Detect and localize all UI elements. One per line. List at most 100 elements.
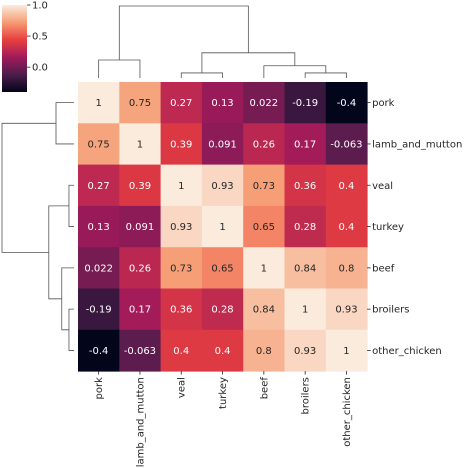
cell-annotation: 1 bbox=[95, 98, 101, 109]
cell-annotation: -0.4 bbox=[89, 346, 109, 357]
cell-annotation: 0.022 bbox=[250, 98, 279, 109]
dendrogram-link bbox=[68, 184, 74, 227]
cell-annotation: 0.8 bbox=[256, 346, 272, 357]
cell-annotation: 0.27 bbox=[170, 98, 192, 109]
cell-annotation: 0.26 bbox=[253, 139, 275, 150]
column-tick-labels: pork lamb_and_mutton veal turkey beef broiler… bbox=[94, 371, 353, 467]
cell-annotation: 0.4 bbox=[215, 346, 231, 357]
heatmap-cell-veal-veal bbox=[160, 164, 203, 207]
cell-annotation: 0.93 bbox=[335, 305, 357, 316]
heatmap-cell-lamb_and_mutton-turkey bbox=[201, 123, 244, 166]
cell-annotation: 1 bbox=[261, 263, 267, 274]
dendrogram-link bbox=[1, 122, 56, 253]
dendrogram-link bbox=[61, 267, 74, 331]
cell-annotation: -0.19 bbox=[292, 98, 318, 109]
heatmap-cell-beef-beef bbox=[243, 247, 285, 289]
heatmap-cell-other_chicken-beef bbox=[243, 329, 285, 372]
heatmap-cell-other_chicken-veal bbox=[160, 329, 203, 372]
dendrogram-link bbox=[180, 72, 223, 78]
heatmap-cell-beef-lamb_and_mutton bbox=[119, 247, 162, 289]
heatmap-cell-beef-broilers bbox=[284, 247, 327, 289]
cell-annotation: 0.73 bbox=[253, 181, 275, 192]
row-label-turkey: turkey bbox=[372, 222, 404, 233]
heatmap-cell-pork-turkey bbox=[201, 82, 244, 124]
heatmap-cell-broilers-veal bbox=[160, 288, 203, 331]
dendrogram-link bbox=[55, 102, 74, 145]
cell-annotation: 1 bbox=[219, 222, 225, 233]
heatmap-cell-beef-pork bbox=[78, 247, 120, 289]
cell-annotation: 0.93 bbox=[170, 222, 192, 233]
cell-annotation: 0.36 bbox=[294, 181, 316, 192]
dendrogram-link bbox=[48, 205, 69, 300]
column-label-turkey: turkey bbox=[218, 377, 229, 409]
cell-annotation: 0.73 bbox=[170, 263, 192, 274]
colorbar-tick-label: 0.0 bbox=[32, 63, 48, 74]
heatmap-cell-turkey-lamb_and_mutton bbox=[119, 205, 162, 248]
heatmap-cell-broilers-turkey bbox=[201, 288, 244, 331]
heatmap-cell-other_chicken-other_chicken bbox=[325, 329, 368, 372]
column-label-other_chicken: other_chicken bbox=[342, 377, 353, 447]
heatmap-cell-pork-veal bbox=[160, 82, 203, 124]
column-dendrogram bbox=[98, 5, 347, 78]
row-dendrogram bbox=[1, 102, 74, 351]
cell-annotation: 0.93 bbox=[294, 346, 316, 357]
heatmap-cell-lamb_and_mutton-other_chicken bbox=[325, 123, 368, 166]
cell-annotation: 0.39 bbox=[170, 139, 192, 150]
cell-annotation: 0.8 bbox=[338, 263, 354, 274]
row-label-veal: veal bbox=[372, 181, 393, 192]
heatmap-cell-lamb_and_mutton-pork bbox=[78, 123, 120, 166]
heatmap-cell-beef-other_chicken bbox=[325, 247, 368, 289]
cell-annotation: 0.4 bbox=[338, 222, 354, 233]
heatmap-cell-veal-broilers bbox=[284, 164, 327, 207]
cell-annotation: 0.65 bbox=[253, 222, 275, 233]
heatmap-cell-veal-other_chicken bbox=[325, 164, 368, 207]
row-label-pork: pork bbox=[372, 98, 395, 109]
cell-annotation: 0.84 bbox=[253, 305, 275, 316]
dendrogram-link bbox=[201, 52, 296, 73]
dendrogram-link bbox=[98, 59, 141, 78]
heatmap-cell-broilers-beef bbox=[243, 288, 285, 331]
heatmap-cell-pork-lamb_and_mutton bbox=[119, 82, 162, 124]
column-label-broilers: broilers bbox=[301, 377, 312, 414]
row-label-lamb_and_mutton: lamb_and_mutton bbox=[372, 139, 462, 150]
heatmap-cell-pork-other_chicken bbox=[325, 82, 368, 124]
cell-annotation: 0.13 bbox=[211, 98, 233, 109]
cell-annotation: 0.4 bbox=[338, 181, 354, 192]
row-label-other_chicken: other_chicken bbox=[372, 346, 442, 357]
cell-annotation: 0.28 bbox=[211, 305, 233, 316]
cell-annotation: 0.4 bbox=[173, 346, 189, 357]
heatmap-cell-turkey-beef bbox=[243, 205, 285, 248]
cell-annotation: 0.84 bbox=[294, 263, 316, 274]
heatmap-cell-veal-beef bbox=[243, 164, 285, 207]
colorbar-tick-label: 1.0 bbox=[32, 1, 48, 12]
heatmap-cell-other_chicken-lamb_and_mutton bbox=[119, 329, 162, 372]
cell-annotation: 0.28 bbox=[294, 222, 316, 233]
cell-annotation: 0.091 bbox=[126, 222, 155, 233]
heatmap-cell-beef-veal bbox=[160, 247, 203, 289]
dendrogram-link bbox=[263, 65, 327, 78]
heatmap-cell-broilers-other_chicken bbox=[325, 288, 368, 331]
cell-annotation: 0.17 bbox=[129, 305, 151, 316]
heatmap-cell-turkey-other_chicken bbox=[325, 205, 368, 248]
cell-annotation: 0.091 bbox=[208, 139, 237, 150]
heatmap-cell-beef-turkey bbox=[201, 247, 244, 289]
cell-annotation: 0.36 bbox=[170, 305, 192, 316]
heatmap-cell-turkey-broilers bbox=[284, 205, 327, 248]
column-label-veal: veal bbox=[177, 377, 188, 398]
heatmap-cell-turkey-veal bbox=[160, 205, 203, 248]
cell-annotation: 0.39 bbox=[129, 181, 151, 192]
heatmap-cell-broilers-broilers bbox=[284, 288, 327, 331]
heatmap-cell-veal-turkey bbox=[201, 164, 244, 207]
cell-annotation: 0.75 bbox=[129, 98, 151, 109]
cell-annotation: 1 bbox=[343, 346, 349, 357]
heatmap-cell-turkey-turkey bbox=[201, 205, 244, 248]
heatmap-cell-pork-broilers bbox=[284, 82, 327, 124]
dendrogram-link bbox=[118, 5, 249, 60]
heatmap-cell-other_chicken-broilers bbox=[284, 329, 327, 372]
cell-annotation: -0.4 bbox=[337, 98, 357, 109]
cell-annotation: 0.26 bbox=[129, 263, 151, 274]
cell-annotation: 1 bbox=[178, 181, 184, 192]
cell-annotation: 0.65 bbox=[211, 263, 233, 274]
heatmap-cell-pork-beef bbox=[243, 82, 285, 124]
